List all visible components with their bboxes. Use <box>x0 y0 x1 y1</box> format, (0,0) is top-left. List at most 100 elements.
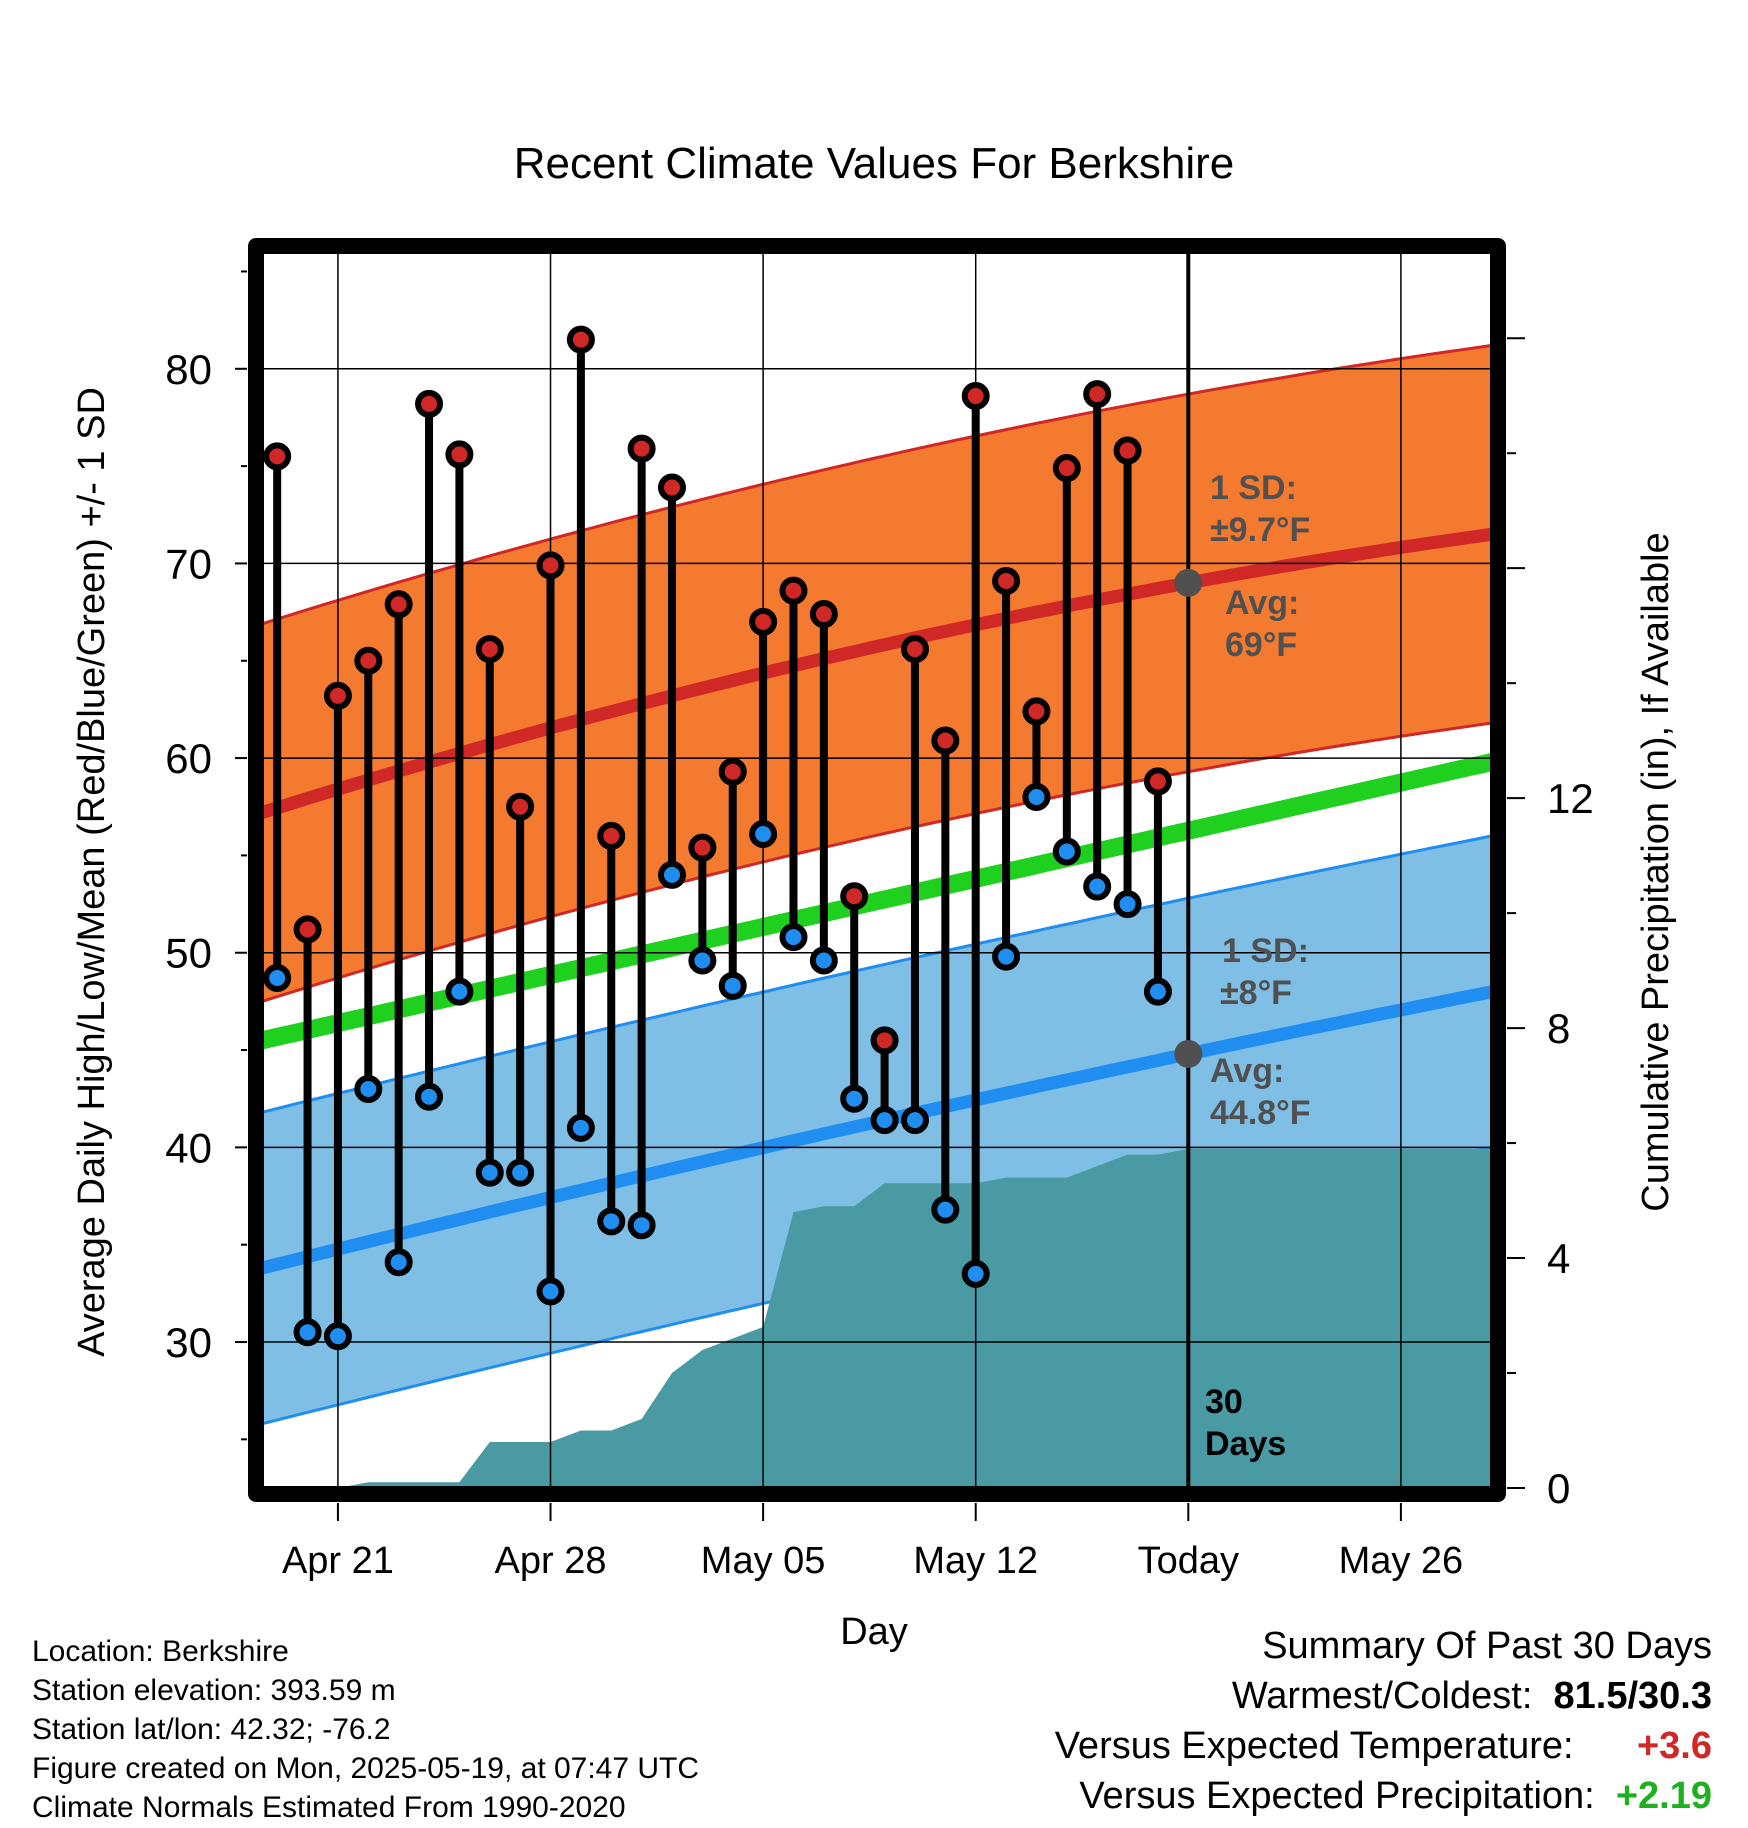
high-sd-label: 1 SD: <box>1210 469 1297 507</box>
plot-area: 1 SD: ±9.7°F Avg: 69°F 1 SD: ±8°F Avg: 44.8°F 30… <box>165 238 1594 1582</box>
low-point <box>961 1259 990 1288</box>
high-point <box>354 646 383 675</box>
low-point <box>931 1195 960 1224</box>
low-point <box>900 1106 929 1135</box>
low-point <box>840 1084 869 1113</box>
high-point <box>1143 767 1172 796</box>
high-point <box>809 600 838 629</box>
low-point <box>1113 890 1142 919</box>
low-point <box>415 1082 444 1111</box>
high-point <box>718 757 747 786</box>
low-point <box>870 1106 899 1135</box>
high-point <box>597 821 626 850</box>
high-avg-label: Avg: <box>1225 584 1299 622</box>
y-tick-label-2: 50 <box>165 930 212 977</box>
high-point <box>658 473 686 502</box>
info-elevation: Station elevation: 393.59 m <box>32 1674 396 1707</box>
summary-warmest-row: Warmest/Coldest: 81.5/30.3 <box>1232 1676 1712 1716</box>
summary-warmest-value: 81.5/30.3 <box>1553 1675 1712 1717</box>
high-point <box>293 915 322 944</box>
summary-precip-value: +2.19 <box>1615 1775 1712 1817</box>
low-avg-marker <box>1174 1039 1203 1068</box>
low-sd-upper-edge <box>262 834 1492 1114</box>
low-point <box>658 860 686 889</box>
low-point <box>293 1318 322 1347</box>
low-point <box>354 1074 383 1103</box>
summary-warmest-label: Warmest/Coldest: <box>1231 1675 1533 1717</box>
high-point <box>992 566 1021 595</box>
high-point <box>1052 454 1081 483</box>
summary-precip-label: Versus Expected Precipitation: <box>1079 1775 1595 1817</box>
high-point <box>1113 436 1142 465</box>
low-point <box>475 1158 504 1187</box>
low-avg-value: 44.8°F <box>1210 1094 1311 1132</box>
high-point <box>900 635 929 664</box>
high-point <box>384 590 413 619</box>
high-point <box>688 833 717 862</box>
x-tick-label-5: May 26 <box>1339 1540 1464 1582</box>
y2-tick-label-0: 0 <box>1547 1465 1570 1512</box>
summary-title: Summary Of Past 30 Days <box>1262 1625 1712 1667</box>
low-point <box>749 819 778 848</box>
high-point <box>263 442 292 471</box>
low-sd-label: 1 SD: <box>1222 932 1309 970</box>
chart-title: Recent Climate Values For Berkshire <box>514 139 1235 188</box>
low-point <box>809 946 838 975</box>
summary-precip-row: Versus Expected Precipitation: +2.19 <box>1079 1776 1712 1816</box>
high-sd-upper-edge <box>262 343 1492 626</box>
high-point <box>779 576 808 605</box>
low-point <box>992 942 1021 971</box>
low-point <box>536 1277 565 1306</box>
high-point <box>1022 697 1051 726</box>
window-label-number: 30 <box>1205 1383 1243 1421</box>
window-label-days: Days <box>1205 1425 1286 1463</box>
low-point <box>718 971 747 1000</box>
y-tick-label-1: 40 <box>165 1124 212 1171</box>
low-point <box>445 977 474 1006</box>
high-point <box>323 681 352 710</box>
low-avg-label: Avg: <box>1210 1052 1284 1090</box>
high-point <box>415 389 444 418</box>
info-latlon: Station lat/lon: 42.32; -76.2 <box>32 1713 391 1746</box>
high-point <box>475 635 504 664</box>
low-point <box>1022 783 1051 812</box>
y-tick-label-3: 60 <box>165 735 212 782</box>
low-sd-value: ±8°F <box>1220 974 1292 1012</box>
low-point <box>627 1211 656 1240</box>
high-sd-lower-edge <box>262 721 1492 1003</box>
high-point <box>1083 380 1112 409</box>
high-point <box>749 607 778 636</box>
high-point <box>931 726 960 755</box>
y2-axis-label: Cumulative Precipitation (in), If Availa… <box>1635 532 1677 1211</box>
x-tick-label-1: Apr 28 <box>495 1540 607 1582</box>
info-location: Location: Berkshire <box>32 1635 289 1668</box>
y-tick-label-0: 30 <box>165 1319 212 1366</box>
x-tick-label-2: May 05 <box>701 1540 826 1582</box>
low-point <box>779 923 808 952</box>
low-point <box>1143 977 1172 1006</box>
y2-tick-label-2: 8 <box>1547 1005 1570 1052</box>
high-avg-marker <box>1174 568 1203 597</box>
summary-temp-row: Versus Expected Temperature: +3.6 <box>1055 1726 1712 1766</box>
x-axis-label: Day <box>840 1611 908 1653</box>
summary-temp-label: Versus Expected Temperature: <box>1054 1725 1574 1767</box>
high-point <box>506 792 535 821</box>
y-tick-label-5: 80 <box>165 346 212 393</box>
low-point <box>1052 837 1081 866</box>
low-point <box>506 1158 535 1187</box>
x-tick-label-4: Today <box>1138 1540 1239 1582</box>
low-point <box>323 1322 352 1351</box>
high-point <box>536 551 565 580</box>
high-avg-value: 69°F <box>1225 626 1297 664</box>
high-sd-value: ±9.7°F <box>1210 511 1310 549</box>
normal-high-line <box>262 527 1492 819</box>
low-point <box>597 1207 626 1236</box>
plot-content <box>262 252 1492 1488</box>
low-point <box>1083 872 1112 901</box>
high-point <box>870 1026 899 1055</box>
info-normals: Climate Normals Estimated From 1990-2020 <box>32 1791 626 1824</box>
low-point <box>566 1113 595 1142</box>
y2-tick-label-1: 4 <box>1547 1235 1570 1282</box>
x-tick-label-0: Apr 21 <box>282 1540 394 1582</box>
x-tick-label-3: May 12 <box>913 1540 1038 1582</box>
